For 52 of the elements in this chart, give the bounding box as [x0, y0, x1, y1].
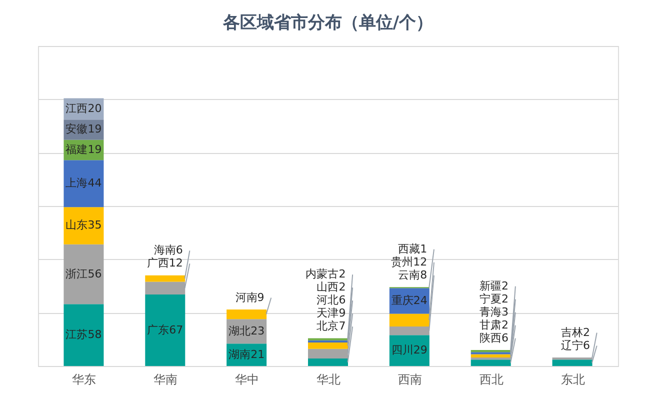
data-label: 吉林2 [560, 326, 590, 339]
bar [389, 314, 430, 327]
chart-title: 各区域省市分布（单位/个） [222, 13, 434, 33]
bar [308, 340, 348, 343]
data-label: 湖北23 [228, 324, 265, 338]
x-tick-label: 华中 [235, 372, 260, 386]
data-label: 上海44 [66, 176, 102, 190]
data-label: 新疆2 [480, 279, 509, 292]
data-label: 辽宁6 [560, 338, 590, 352]
data-label: 江苏58 [66, 328, 102, 342]
bar [145, 275, 186, 282]
data-label: 海南6 [154, 244, 183, 257]
data-label: 山东35 [66, 218, 102, 232]
bar [308, 358, 348, 366]
data-label: 西藏1 [398, 242, 428, 256]
data-label: 贵州12 [391, 255, 428, 268]
data-label: 内蒙古2 [306, 268, 346, 281]
x-tick-label: 华北 [316, 372, 340, 386]
bar [552, 360, 592, 366]
data-label: 广东67 [147, 323, 184, 336]
data-label: 云南8 [398, 268, 428, 282]
data-label: 宁夏2 [480, 292, 509, 306]
data-label: 四川29 [391, 344, 428, 357]
bar [64, 160, 104, 208]
x-tick-label: 东北 [560, 372, 585, 386]
data-label: 福建19 [66, 143, 102, 156]
data-label: 广西12 [146, 256, 183, 270]
x-tick-label: 华南 [154, 372, 178, 386]
data-label: 天津9 [316, 306, 346, 320]
data-label: 河北6 [316, 294, 346, 307]
data-label: 甘肃2 [480, 318, 509, 332]
data-label: 北京7 [316, 320, 346, 333]
bar [308, 342, 348, 349]
data-label: 山西2 [316, 280, 346, 294]
data-label: 重庆24 [391, 294, 428, 307]
data-label: 浙江56 [66, 267, 102, 280]
x-tick-label: 西北 [479, 372, 504, 386]
data-label: 江西20 [66, 102, 102, 115]
data-label: 安徽19 [66, 122, 102, 136]
x-tick-label: 华东 [72, 372, 96, 386]
x-tick-label: 西南 [398, 372, 422, 386]
bar [64, 304, 104, 366]
bar [470, 354, 511, 358]
data-label: 陕西6 [480, 331, 509, 344]
data-label: 河南9 [235, 290, 264, 304]
bar [470, 360, 511, 366]
data-label: 青海3 [480, 305, 509, 318]
bar [226, 309, 267, 320]
data-label: 湖南21 [228, 348, 265, 361]
bar [145, 294, 186, 366]
bar [64, 207, 104, 244]
bar [64, 244, 104, 304]
